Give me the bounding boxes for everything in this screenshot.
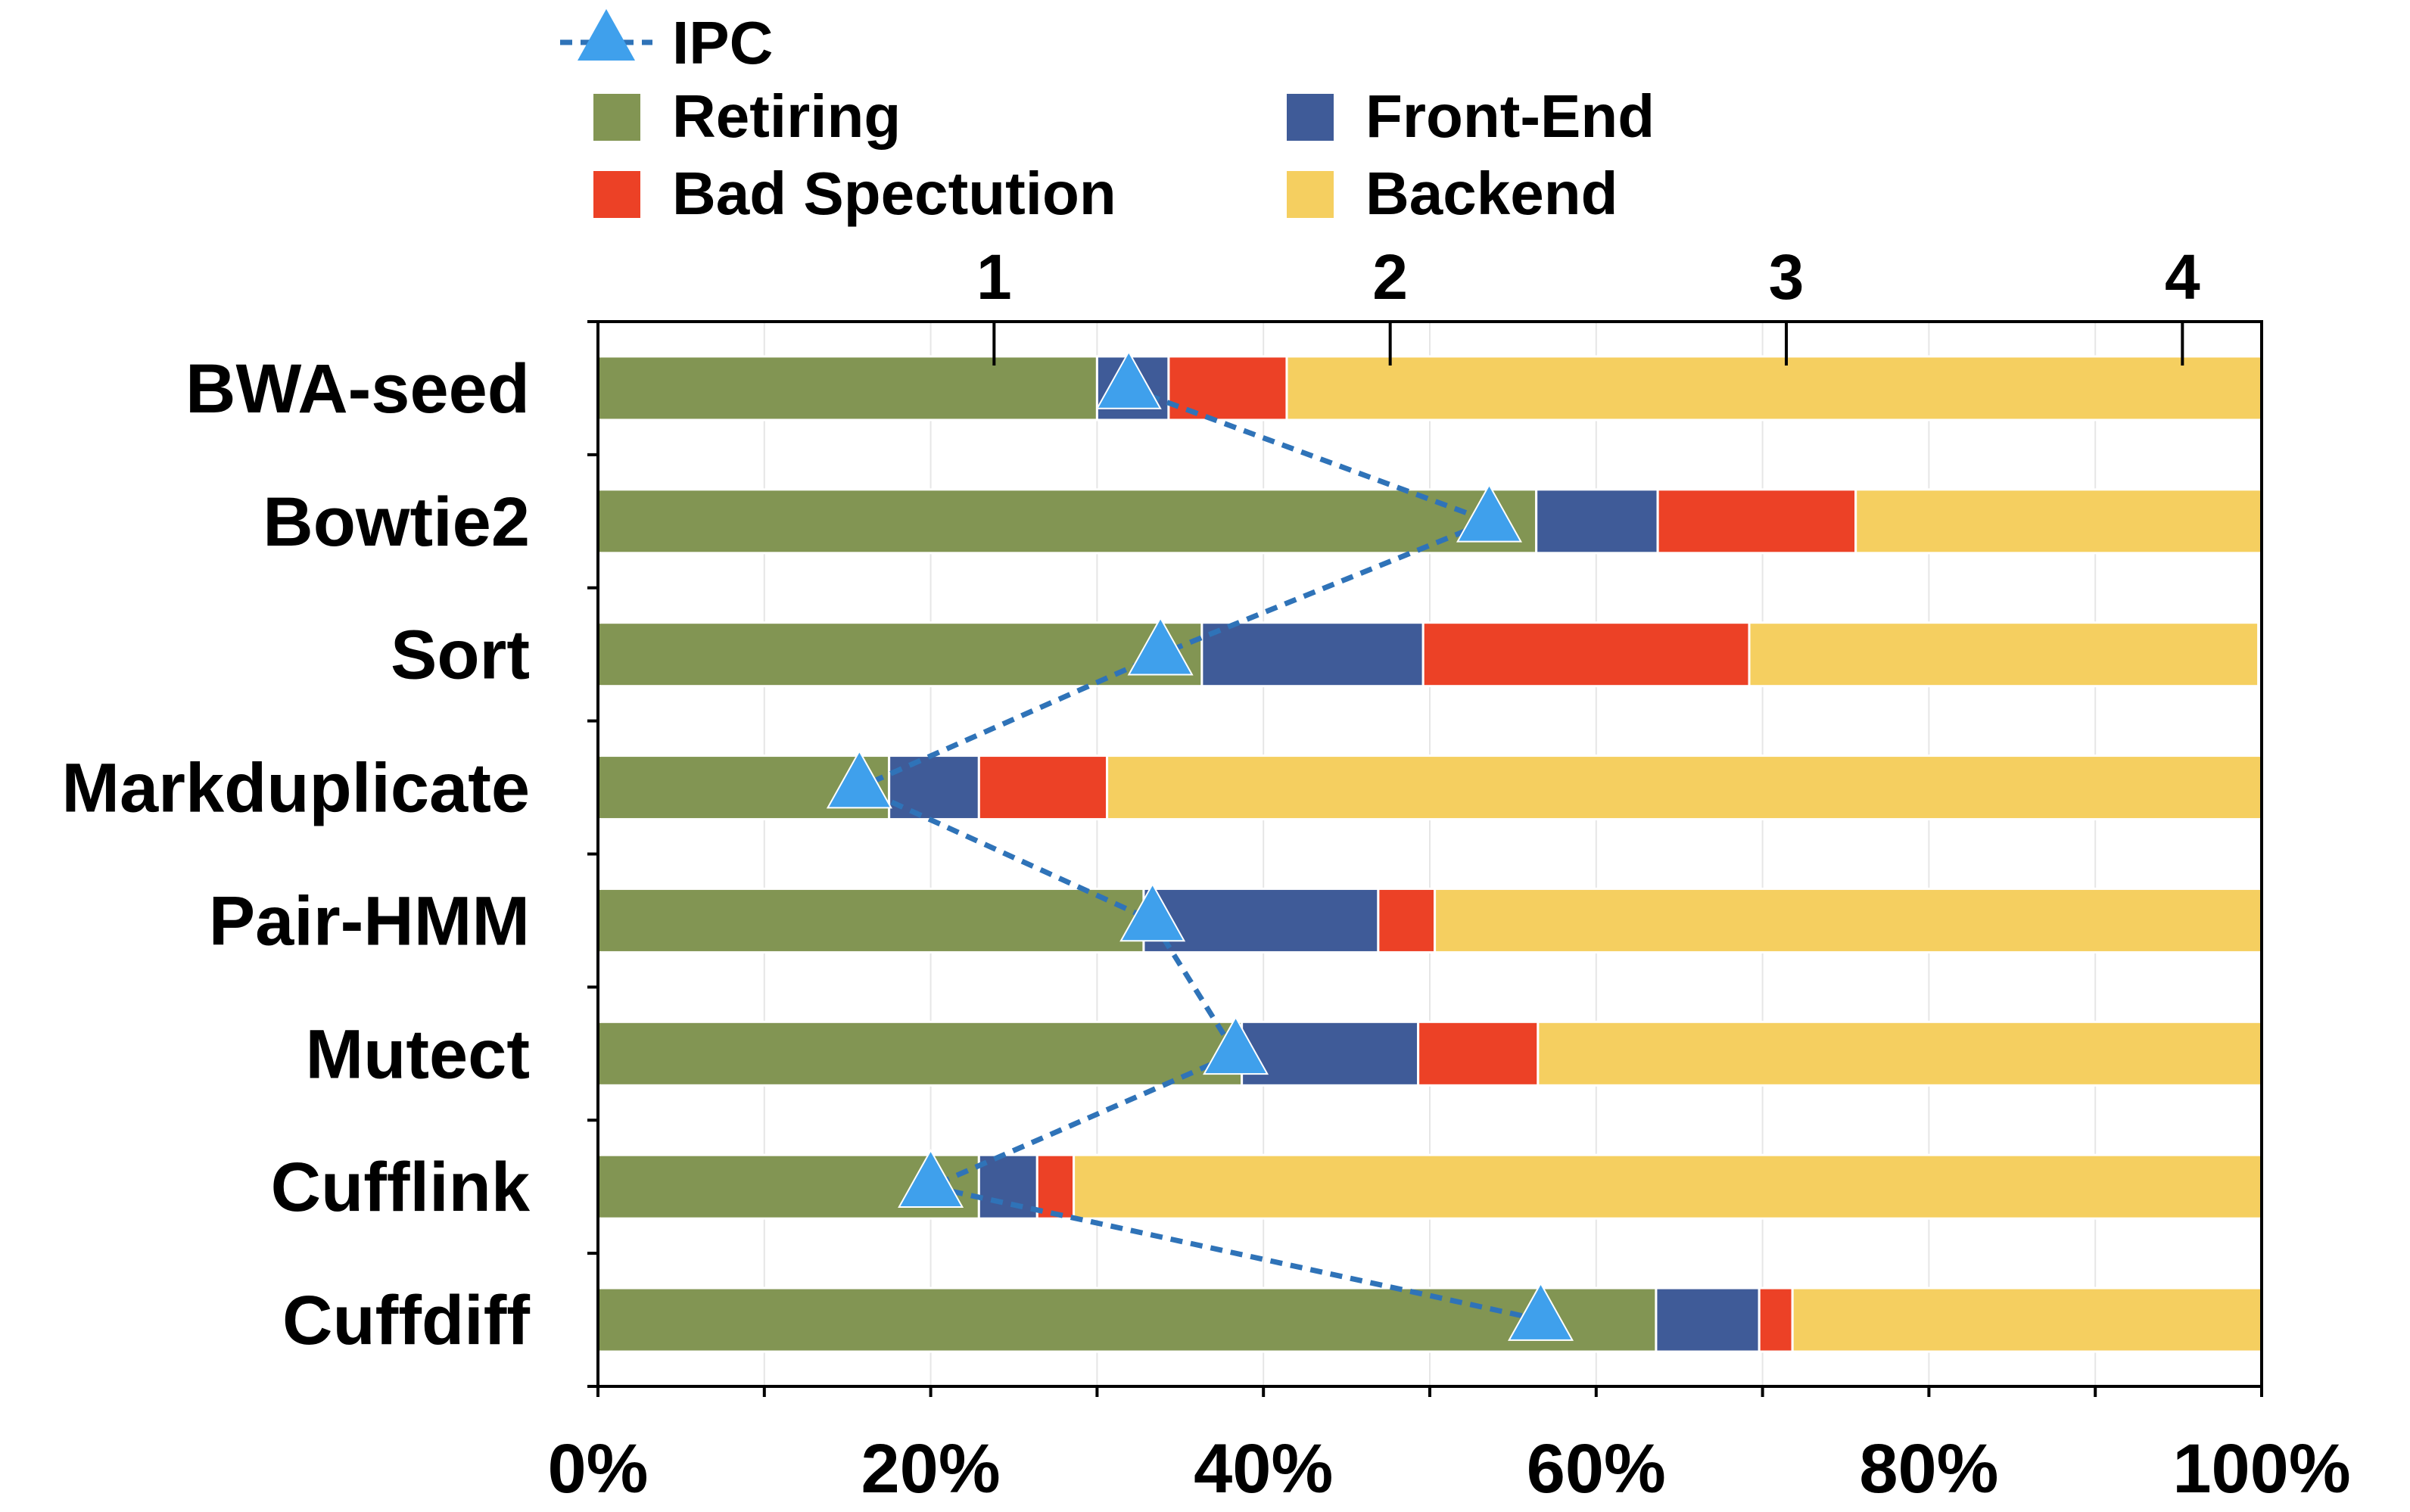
bar-front-end-cufflink [977,1153,1038,1220]
legend-swatch-backend [1287,171,1334,218]
stacked-bars [596,355,2263,1353]
bar-bad-spectution-cufflink [1035,1153,1076,1220]
bar-front-end-bowtie2 [1535,488,1659,555]
ipc-point [1095,350,1162,409]
axis-labels: 1 2 3 40% 20% 40% 60% 80% 100%BWA-seedBowtie2Sor… [61,241,2350,1507]
ipc-line [826,350,1574,1341]
top-tick-label: 4 [2165,241,2200,313]
axes [587,320,2263,1397]
category-label: Bowtie2 [263,484,530,561]
legend-label-backend: Backend [1365,160,1618,227]
category-label: Cuffdiff [282,1282,530,1359]
legend-swatch-bad-spectution [593,171,640,218]
bar-bad-spectution-cuffdiff [1758,1286,1794,1353]
bar-retiring-sort [596,621,1203,688]
bar-bad-spectution-bowtie2 [1656,488,1857,555]
bar-front-end-markduplicate [888,754,980,821]
bar-retiring-cuffdiff [596,1286,1658,1353]
bar-front-end-cuffdiff [1655,1286,1761,1353]
bar-backend-pair-hmm [1434,887,2263,954]
bar-front-end-pair-hmm [1142,887,1380,954]
category-label: Pair-HMM [209,882,530,960]
top-tick-label: 3 [1769,241,1804,313]
x-tick-label: 100% [2172,1430,2350,1507]
bar-bad-spectution-bwa-seed [1167,355,1288,422]
bar-backend-sort [1748,621,2260,688]
bar-retiring-bwa-seed [596,355,1098,422]
x-tick-label: 80% [1859,1430,1998,1507]
ipc-point [898,1149,964,1208]
bar-backend-cufflink [1073,1153,2263,1220]
grid-lines [763,322,2097,1386]
bar-backend-bowtie2 [1854,488,2263,555]
ipc-point [1456,483,1523,543]
bar-backend-markduplicate [1106,754,2263,821]
category-label: BWA-seed [185,350,530,428]
bar-retiring-mutect [596,1020,1244,1087]
bar-retiring-pair-hmm [596,887,1145,954]
ipc-point [826,749,892,809]
bar-bad-spectution-pair-hmm [1377,887,1437,954]
x-tick-label: 20% [861,1430,1001,1507]
legend-label-front-end: Front-End [1365,82,1655,150]
x-tick-label: 0% [548,1430,649,1507]
bar-backend-mutect [1537,1020,2263,1087]
ipc-line-path [852,385,1542,1323]
top-tick-label: 2 [1372,241,1408,313]
bar-retiring-bowtie2 [596,488,1538,555]
x-tick-label: 60% [1527,1430,1666,1507]
bar-front-end-mutect [1241,1020,1420,1087]
bar-bad-spectution-mutect [1417,1020,1540,1087]
legend-label-ipc: IPC [672,9,773,76]
bar-backend-bwa-seed [1285,355,2263,422]
ipc-point [1508,1282,1574,1341]
legend-swatch-retiring [593,94,640,141]
x-tick-label: 40% [1194,1430,1333,1507]
category-label: Sort [391,617,530,694]
bar-bad-spectution-sort [1421,621,1751,688]
ipc-point [1119,882,1186,942]
legend-ipc-marker [578,9,635,61]
bar-bad-spectution-markduplicate [977,754,1109,821]
legend-swatch-front-end [1287,94,1334,141]
bar-backend-cuffdiff [1791,1286,2263,1353]
ipc-point [1203,1016,1269,1075]
legend-label-bad-spectution: Bad Spectution [672,160,1116,227]
category-label: Cufflink [271,1149,531,1226]
category-label: Markduplicate [61,750,530,827]
bar-front-end-sort [1200,621,1425,688]
category-label: Mutect [306,1016,530,1093]
top-tick-label: 1 [976,241,1012,313]
ipc-point [1127,616,1194,676]
legend-label-retiring: Retiring [672,82,901,150]
